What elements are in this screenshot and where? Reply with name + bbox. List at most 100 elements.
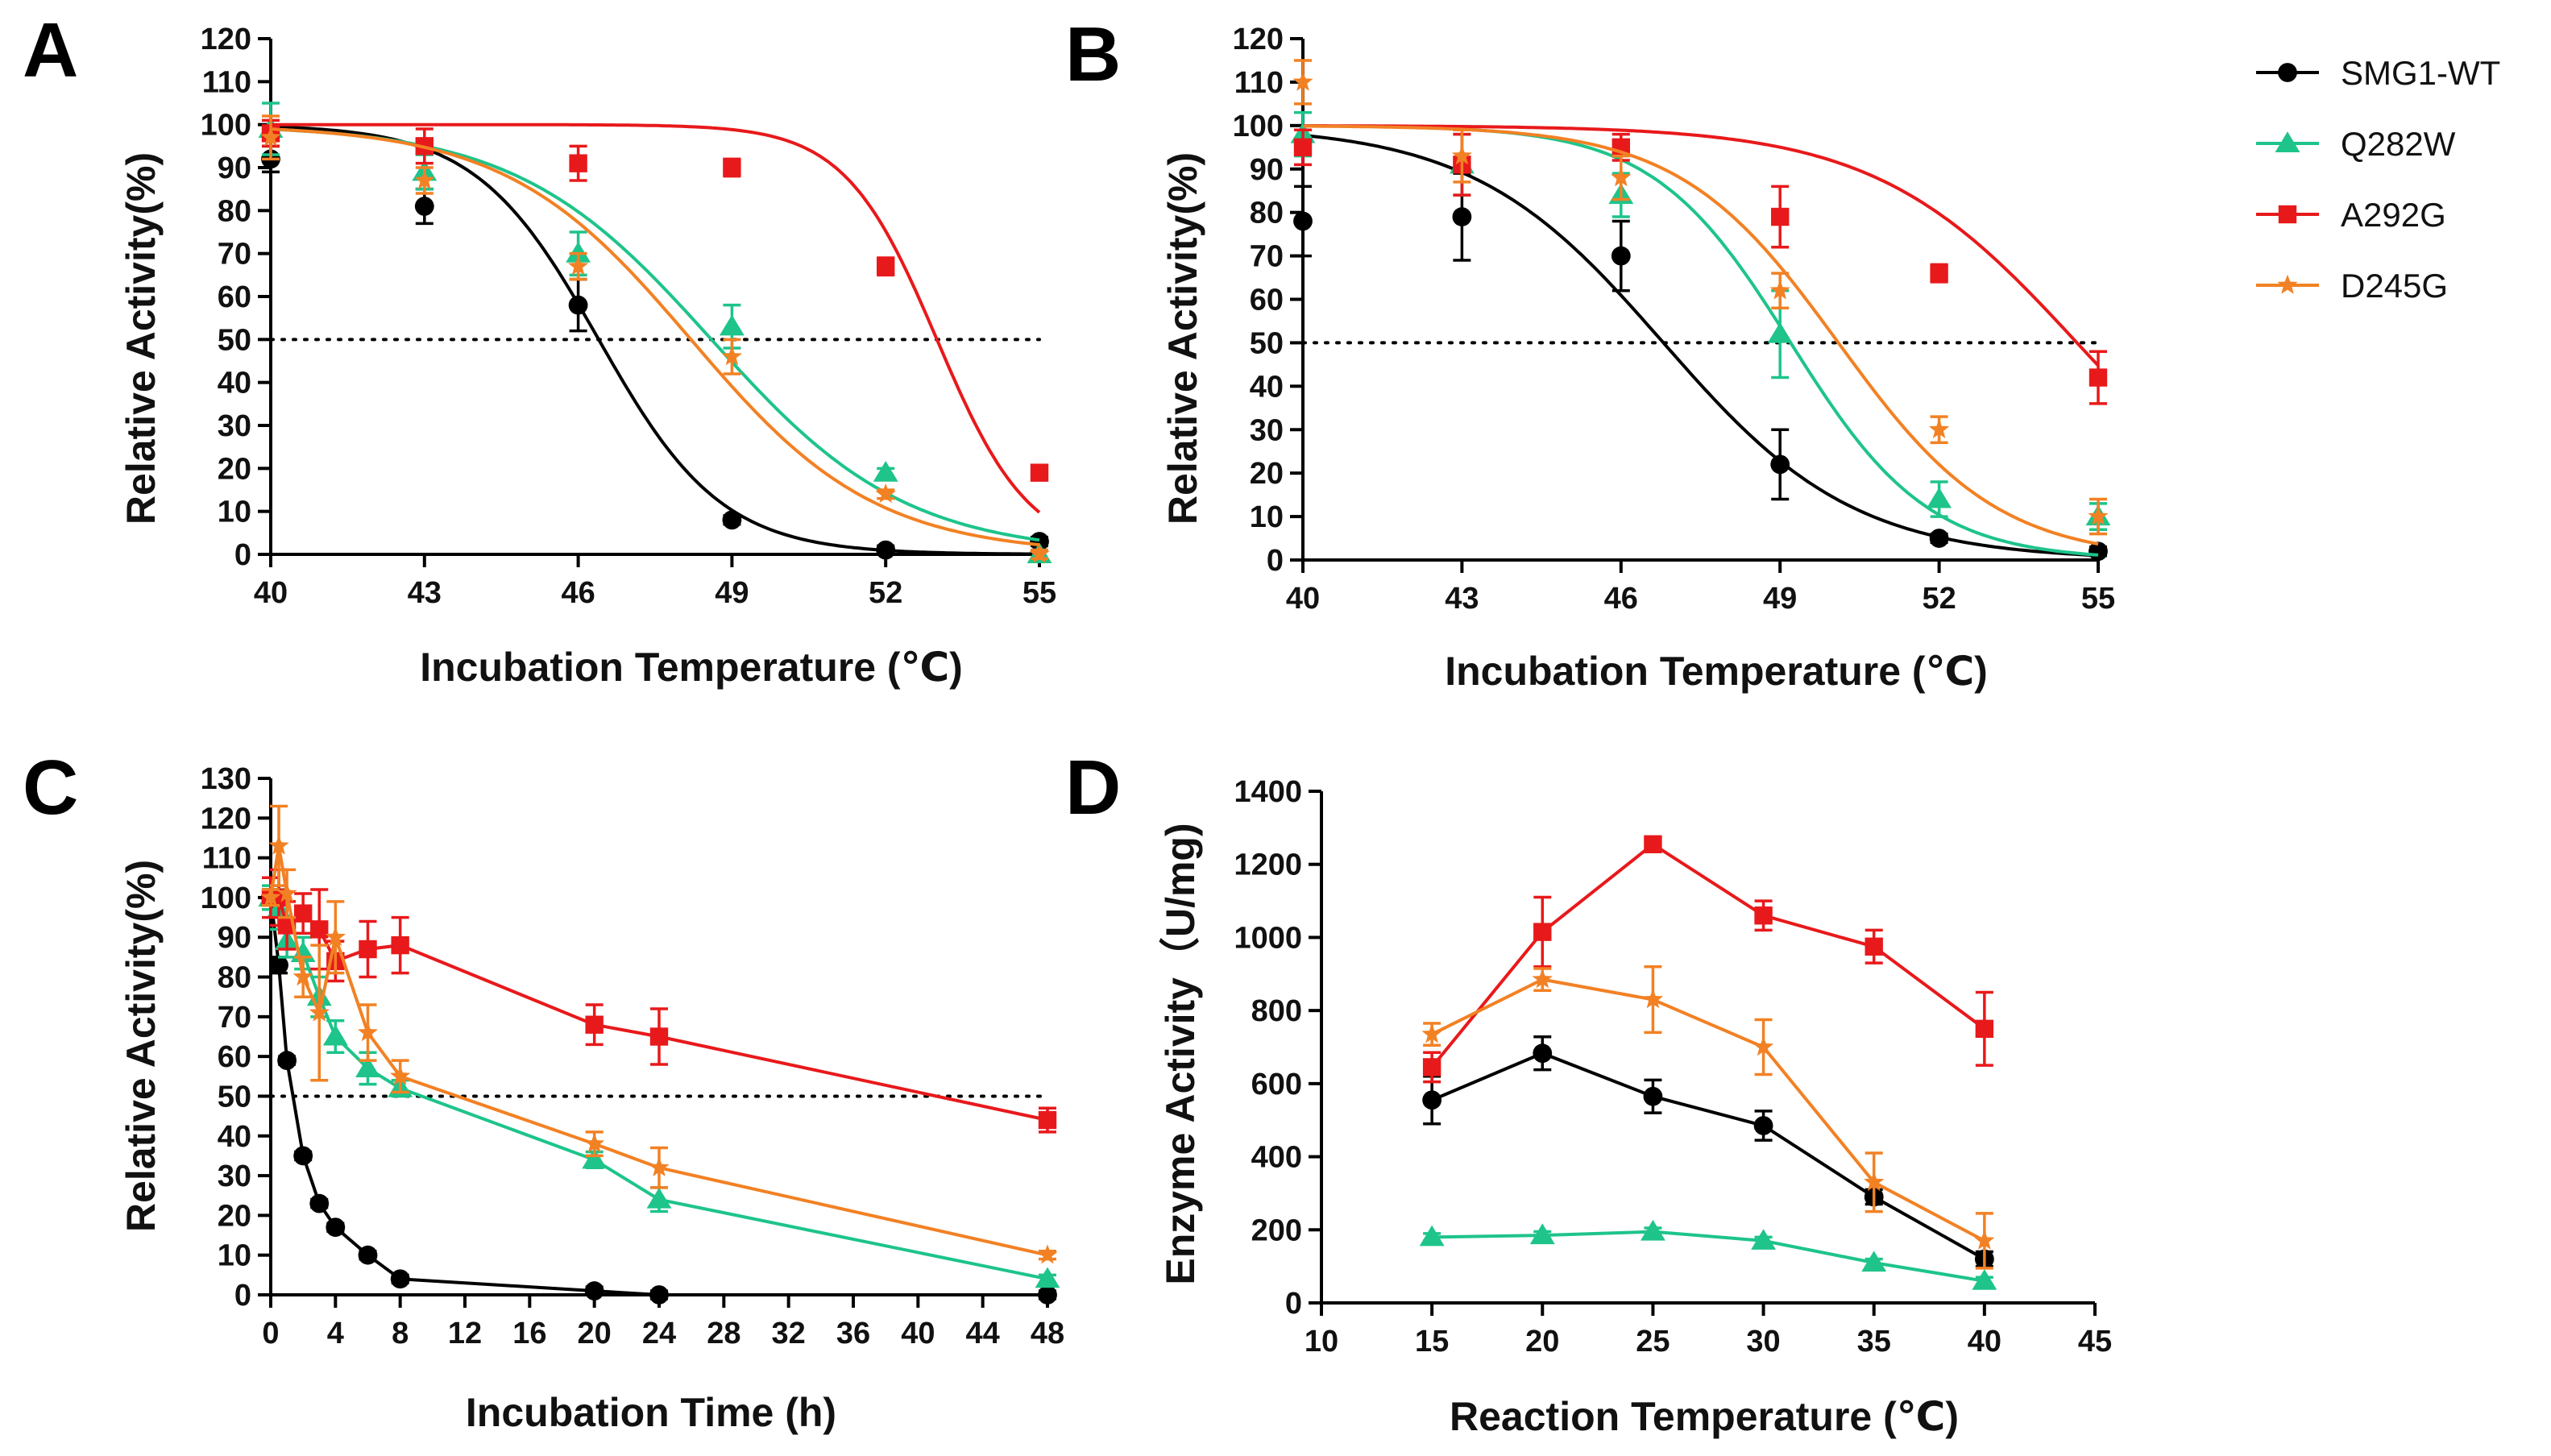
series-line-a292g-d bbox=[1430, 842, 1986, 1068]
legend-item-smg1-wt: SMG1-WT bbox=[2256, 54, 2500, 92]
y-tick-label-c: 30 bbox=[218, 1159, 251, 1193]
data-point-d245g-b bbox=[1611, 167, 1632, 187]
y-tick-label-b: 120 bbox=[1233, 23, 1284, 56]
series-d245g-b bbox=[1292, 59, 2109, 546]
plot-area-a: 0 10 20 30 40 50 60 70 80 90 100 110 120 40 43 46 49 52 55 bbox=[201, 23, 1057, 610]
y-tick-label-a: 10 bbox=[218, 496, 251, 529]
y-tick-label-c: 60 bbox=[218, 1040, 251, 1074]
data-point-q282w-a bbox=[566, 241, 591, 263]
data-point-smg1-wt-c bbox=[390, 1269, 410, 1289]
y-tick-label-c: 10 bbox=[218, 1239, 251, 1273]
y-tick-label-c: 90 bbox=[218, 921, 251, 955]
x-tick-label-c: 4 bbox=[327, 1317, 344, 1350]
y-tick-label-b: 30 bbox=[1250, 413, 1284, 447]
data-point-smg1-wt-d bbox=[1753, 1116, 1773, 1135]
y-tick-label-b: 20 bbox=[1250, 457, 1284, 491]
data-point-d245g-c bbox=[309, 1002, 330, 1022]
data-point-smg1-wt-c bbox=[358, 1245, 378, 1265]
x-tick-label-a: 43 bbox=[408, 576, 442, 610]
x-axis-title-d: Reaction Temperature (℃) bbox=[1450, 1394, 1959, 1439]
data-point-a292g-c bbox=[359, 940, 377, 959]
data-point-smg1-wt-c bbox=[326, 1217, 346, 1238]
fit-curve-d245g-a bbox=[270, 127, 1040, 547]
data-point-a292g-a bbox=[1030, 463, 1049, 482]
x-axis-title-b: Incubation Temperature (℃) bbox=[1445, 649, 1988, 694]
series-d245g-c bbox=[260, 804, 1058, 1264]
y-axis-title-d: Enzyme Activity（U/mg) bbox=[1158, 823, 1203, 1284]
legend-item-q282w: Q282W bbox=[2256, 125, 2456, 163]
panel-b: B 0 10 20 30 40 50 60 70 80 90 100 110 120 40 43 46 49 52… bbox=[1065, 11, 2115, 694]
x-tick-label-c: 0 bbox=[262, 1317, 279, 1350]
data-point-q282w-c bbox=[322, 1024, 348, 1046]
data-point-a292g-b bbox=[1293, 138, 1313, 156]
data-point-d245g-c bbox=[276, 882, 297, 902]
data-point-q282w-d bbox=[1751, 1229, 1777, 1250]
y-tick-label-a: 30 bbox=[218, 409, 251, 443]
series-smg1-wt-c bbox=[261, 888, 1057, 1305]
data-point-d245g-c bbox=[292, 966, 313, 986]
legend-item-d245g: D245G bbox=[2256, 267, 2448, 305]
y-tick-label-b: 70 bbox=[1250, 240, 1284, 274]
data-point-q282w-a bbox=[873, 460, 898, 482]
y-tick-label-c: 130 bbox=[201, 762, 251, 796]
axes-b: 0 10 20 30 40 50 60 70 80 90 100 110 120 40 43 46 49 52 55 bbox=[1233, 23, 2116, 616]
y-tick-label-b: 40 bbox=[1250, 370, 1284, 404]
data-point-d245g-c bbox=[649, 1156, 670, 1176]
data-point-a292g-b bbox=[2089, 368, 2108, 387]
data-point-a292g-d bbox=[1533, 923, 1552, 941]
data-point-smg1-wt-a bbox=[876, 540, 896, 560]
y-tick-label-d: 800 bbox=[1251, 994, 1302, 1028]
x-tick-label-a: 52 bbox=[869, 576, 902, 610]
y-tick-label-c: 100 bbox=[201, 881, 251, 915]
data-point-a292g-c bbox=[585, 1015, 604, 1034]
data-point-d245g-b bbox=[1292, 71, 1313, 91]
legend-label: SMG1-WT bbox=[2341, 54, 2500, 92]
data-point-d245g-c bbox=[390, 1065, 411, 1085]
data-point-smg1-wt-a bbox=[414, 197, 434, 216]
legend-label: Q282W bbox=[2341, 125, 2456, 163]
series-a292g-c bbox=[261, 868, 1057, 1134]
data-point-d245g-a bbox=[414, 169, 435, 189]
legend-marker-q282w bbox=[2275, 131, 2300, 153]
data-point-d245g-b bbox=[1769, 280, 1790, 300]
panel-a: A 0 10 20 30 40 50 60 70 80 90 100 110 120 40 43 46 49 52… bbox=[23, 7, 1056, 690]
data-point-d245g-c bbox=[325, 926, 346, 946]
data-point-q282w-d bbox=[1640, 1219, 1665, 1241]
fit-curve-smg1-wt-b bbox=[1302, 133, 2099, 558]
x-tick-label-c: 16 bbox=[512, 1317, 546, 1350]
data-point-d245g-a bbox=[260, 127, 281, 147]
data-point-smg1-wt-a bbox=[722, 510, 742, 530]
data-point-d245g-c bbox=[268, 835, 289, 855]
data-point-smg1-wt-b bbox=[1293, 211, 1313, 231]
legend-label: A292G bbox=[2341, 196, 2446, 234]
data-point-d245g-a bbox=[1029, 543, 1050, 563]
legend-marker-smg1-wt bbox=[2278, 63, 2297, 82]
data-point-smg1-wt-c bbox=[277, 1051, 297, 1070]
x-tick-label-c: 20 bbox=[578, 1317, 612, 1350]
data-point-d245g-c bbox=[357, 1022, 379, 1042]
y-tick-label-a: 40 bbox=[218, 367, 251, 400]
data-point-d245g-b bbox=[1451, 145, 1472, 165]
panel-letter-d: D bbox=[1065, 745, 1121, 831]
data-point-q282w-c bbox=[582, 1147, 608, 1169]
x-tick-label-c: 44 bbox=[966, 1317, 1000, 1350]
series-line-d245g-d bbox=[1431, 977, 1985, 1242]
x-tick-label-a: 55 bbox=[1022, 576, 1056, 610]
data-point-smg1-wt-b bbox=[1452, 207, 1472, 226]
x-tick-label-d: 10 bbox=[1305, 1325, 1338, 1359]
data-point-smg1-wt-b bbox=[1929, 529, 1949, 548]
data-point-d245g-b bbox=[1929, 419, 1950, 438]
data-point-smg1-wt-b bbox=[1770, 454, 1790, 475]
series-a292g-a bbox=[261, 118, 1049, 514]
data-point-smg1-wt-c bbox=[293, 1146, 313, 1166]
y-tick-label-c: 50 bbox=[218, 1080, 251, 1114]
x-tick-label-d: 15 bbox=[1415, 1325, 1449, 1359]
x-tick-label-c: 48 bbox=[1031, 1317, 1064, 1350]
data-point-a292g-b bbox=[1771, 207, 1790, 226]
fit-curve-a292g-b bbox=[1303, 124, 2100, 367]
data-point-d245g-a bbox=[568, 255, 589, 276]
x-tick-label-c: 8 bbox=[392, 1317, 409, 1350]
